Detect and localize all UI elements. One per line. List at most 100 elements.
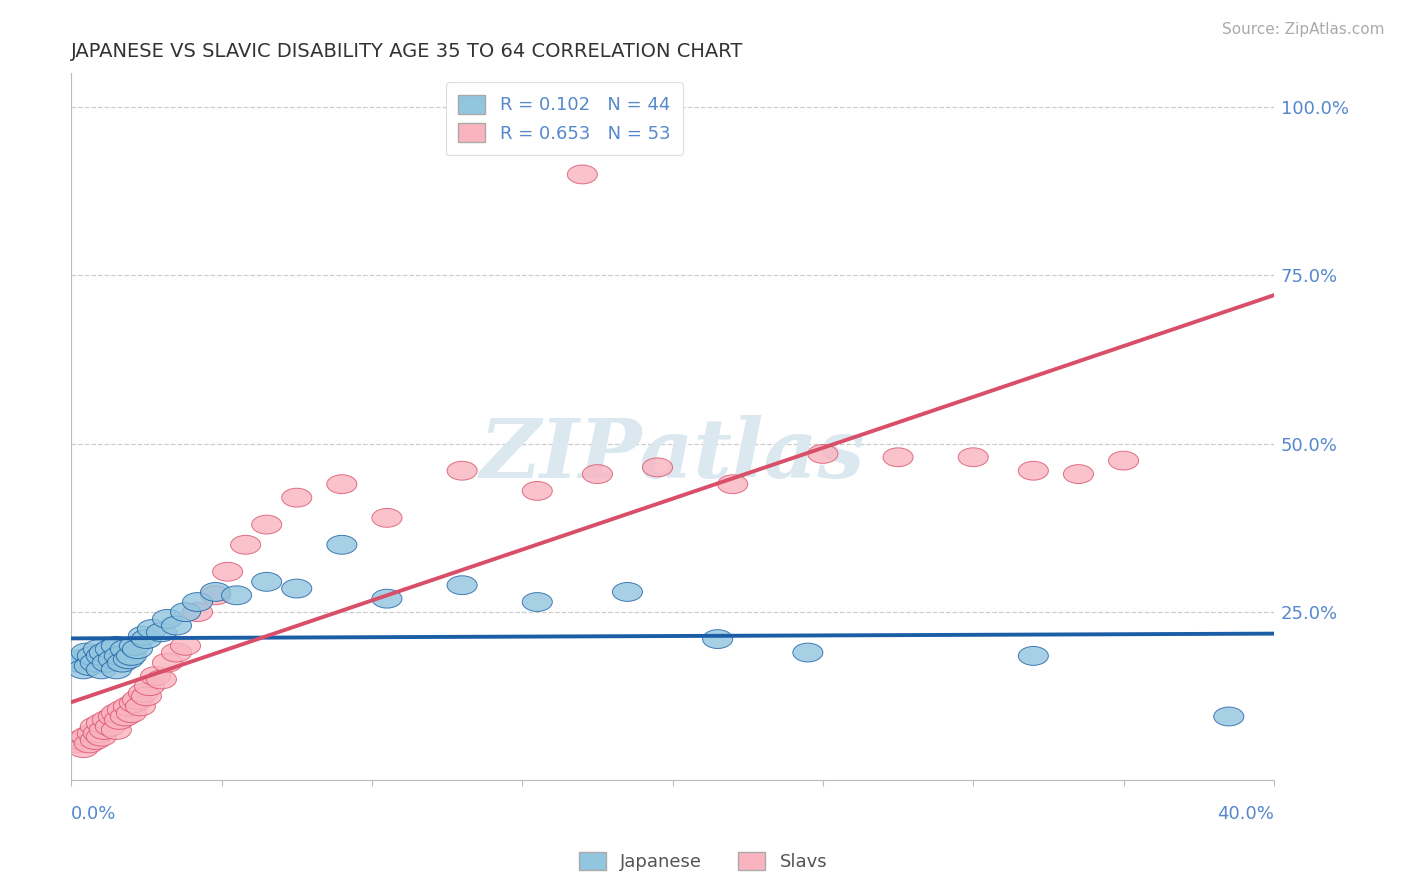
Ellipse shape (96, 640, 125, 658)
Ellipse shape (107, 653, 138, 672)
Ellipse shape (1018, 461, 1049, 480)
Ellipse shape (183, 603, 212, 622)
Ellipse shape (201, 586, 231, 605)
Ellipse shape (114, 650, 143, 669)
Ellipse shape (125, 697, 156, 716)
Ellipse shape (120, 694, 149, 713)
Ellipse shape (162, 643, 191, 662)
Ellipse shape (183, 592, 212, 611)
Ellipse shape (117, 647, 146, 665)
Ellipse shape (69, 739, 98, 757)
Ellipse shape (252, 573, 281, 591)
Ellipse shape (568, 165, 598, 184)
Ellipse shape (69, 660, 98, 679)
Text: Source: ZipAtlas.com: Source: ZipAtlas.com (1222, 22, 1385, 37)
Ellipse shape (1213, 707, 1244, 726)
Ellipse shape (77, 724, 107, 743)
Ellipse shape (141, 666, 170, 686)
Ellipse shape (80, 717, 110, 736)
Ellipse shape (101, 721, 131, 739)
Ellipse shape (104, 647, 135, 665)
Ellipse shape (281, 579, 312, 598)
Ellipse shape (281, 488, 312, 507)
Ellipse shape (110, 640, 141, 658)
Ellipse shape (98, 707, 128, 726)
Ellipse shape (120, 636, 149, 656)
Ellipse shape (86, 714, 117, 732)
Ellipse shape (146, 623, 177, 641)
Ellipse shape (152, 653, 183, 672)
Ellipse shape (152, 609, 183, 628)
Ellipse shape (201, 582, 231, 601)
Ellipse shape (703, 630, 733, 648)
Text: 40.0%: 40.0% (1218, 805, 1274, 823)
Ellipse shape (104, 710, 135, 730)
Ellipse shape (222, 586, 252, 605)
Ellipse shape (231, 535, 260, 554)
Ellipse shape (114, 697, 143, 716)
Legend: R = 0.102   N = 44, R = 0.653   N = 53: R = 0.102 N = 44, R = 0.653 N = 53 (446, 82, 683, 155)
Ellipse shape (373, 590, 402, 608)
Ellipse shape (522, 482, 553, 500)
Text: 0.0%: 0.0% (72, 805, 117, 823)
Ellipse shape (957, 448, 988, 467)
Ellipse shape (72, 643, 101, 662)
Ellipse shape (86, 727, 117, 746)
Ellipse shape (107, 700, 138, 719)
Ellipse shape (162, 616, 191, 635)
Ellipse shape (447, 461, 477, 480)
Ellipse shape (373, 508, 402, 527)
Ellipse shape (75, 734, 104, 753)
Ellipse shape (117, 704, 146, 723)
Ellipse shape (80, 653, 110, 672)
Ellipse shape (1018, 647, 1049, 665)
Text: JAPANESE VS SLAVIC DISABILITY AGE 35 TO 64 CORRELATION CHART: JAPANESE VS SLAVIC DISABILITY AGE 35 TO … (72, 42, 744, 61)
Ellipse shape (131, 687, 162, 706)
Ellipse shape (101, 636, 131, 656)
Ellipse shape (447, 575, 477, 595)
Ellipse shape (75, 657, 104, 675)
Ellipse shape (1063, 465, 1094, 483)
Ellipse shape (135, 677, 165, 696)
Ellipse shape (122, 640, 152, 658)
Ellipse shape (101, 660, 131, 679)
Ellipse shape (146, 670, 177, 689)
Ellipse shape (808, 444, 838, 463)
Ellipse shape (83, 724, 114, 743)
Ellipse shape (89, 721, 120, 739)
Ellipse shape (62, 653, 93, 672)
Ellipse shape (110, 707, 141, 726)
Ellipse shape (93, 710, 122, 730)
Ellipse shape (80, 731, 110, 749)
Ellipse shape (96, 717, 125, 736)
Ellipse shape (326, 475, 357, 493)
Ellipse shape (77, 647, 107, 665)
Ellipse shape (101, 704, 131, 723)
Ellipse shape (717, 475, 748, 493)
Ellipse shape (98, 650, 128, 669)
Ellipse shape (128, 683, 159, 702)
Text: ZIPatlas: ZIPatlas (479, 416, 865, 495)
Ellipse shape (522, 592, 553, 611)
Ellipse shape (83, 640, 114, 658)
Ellipse shape (613, 582, 643, 601)
Ellipse shape (252, 516, 281, 534)
Ellipse shape (128, 626, 159, 645)
Ellipse shape (62, 734, 93, 753)
Ellipse shape (643, 458, 672, 477)
Ellipse shape (122, 690, 152, 709)
Ellipse shape (86, 660, 117, 679)
Ellipse shape (86, 647, 117, 665)
Ellipse shape (131, 630, 162, 648)
Ellipse shape (582, 465, 613, 483)
Ellipse shape (65, 650, 96, 669)
Ellipse shape (138, 620, 167, 639)
Legend: Japanese, Slavs: Japanese, Slavs (571, 845, 835, 879)
Ellipse shape (170, 636, 201, 656)
Ellipse shape (1108, 451, 1139, 470)
Ellipse shape (93, 653, 122, 672)
Ellipse shape (170, 603, 201, 622)
Ellipse shape (212, 562, 243, 582)
Ellipse shape (72, 727, 101, 746)
Ellipse shape (65, 731, 96, 749)
